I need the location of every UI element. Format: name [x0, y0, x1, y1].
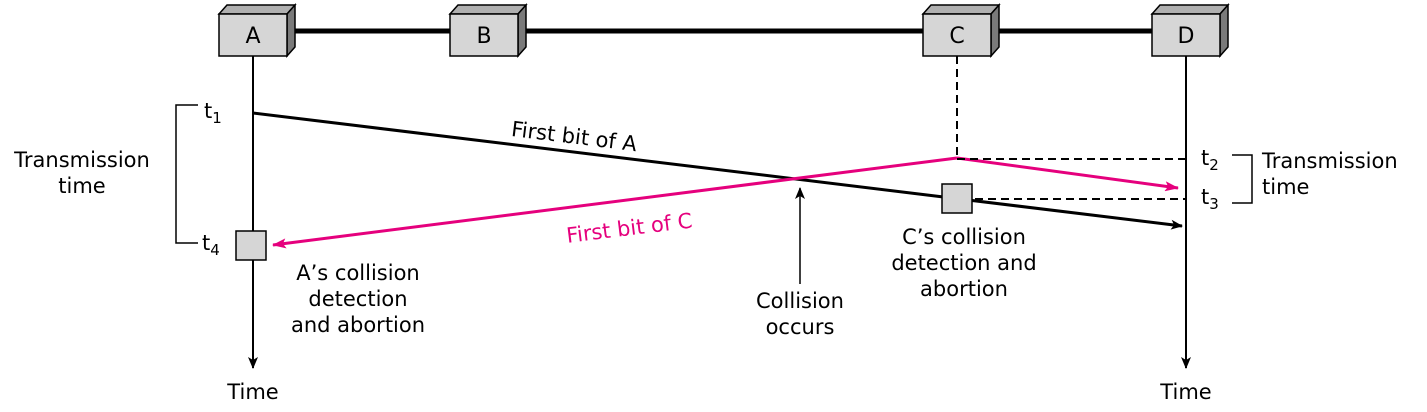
time-left-label: Time [227, 380, 279, 404]
station-c-label: C [949, 24, 964, 49]
right-transmission-bracket [1232, 154, 1253, 204]
t3-label: t3 [1201, 185, 1219, 214]
time-right-label: Time [1160, 380, 1212, 404]
transmission-time-right-label: Transmission time [1262, 149, 1398, 199]
a-collision-marker [235, 230, 267, 261]
first-bit-c-line-to-d [956, 156, 1179, 192]
station-b [448, 3, 528, 58]
a-collision-label: A’s collision detection and abortion [290, 261, 426, 337]
t4-label: t4 [202, 231, 220, 260]
station-d [1150, 3, 1230, 58]
station-b-label: B [476, 24, 491, 49]
c-collision-marker [941, 183, 973, 214]
transmission-time-left-label: Transmission time [14, 148, 150, 198]
station-a [217, 3, 297, 58]
t1-label: t1 [204, 99, 222, 128]
station-c [921, 3, 1001, 58]
c-collision-label: C’s collision detection and abortion [891, 225, 1037, 301]
first-bit-c-line-to-a [272, 156, 958, 249]
t2-label: t2 [1201, 146, 1219, 175]
station-d-label: D [1178, 24, 1195, 49]
left-transmission-bracket [175, 104, 198, 244]
collision-occurs-label: Collision occurs [756, 289, 844, 339]
first-bit-a-line [252, 111, 1183, 230]
station-a-label: A [245, 24, 260, 49]
